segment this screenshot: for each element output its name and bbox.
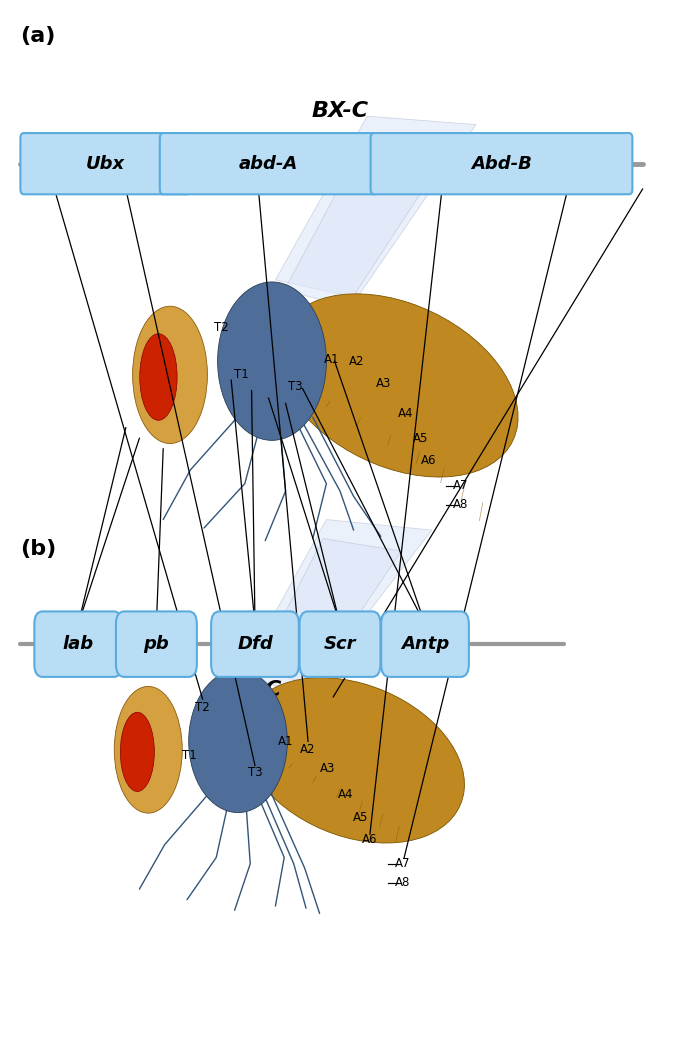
Text: T3: T3 [248, 767, 262, 779]
Polygon shape [275, 116, 476, 298]
Text: A8: A8 [395, 876, 410, 889]
FancyBboxPatch shape [160, 133, 377, 194]
Text: ANT-C: ANT-C [208, 680, 282, 699]
Text: A2: A2 [349, 355, 364, 367]
Text: T1: T1 [234, 369, 249, 381]
FancyBboxPatch shape [299, 611, 381, 677]
Text: A5: A5 [413, 432, 428, 445]
Text: BX-C: BX-C [311, 101, 369, 120]
Text: Ubx: Ubx [86, 154, 125, 173]
Text: A4: A4 [398, 408, 413, 420]
Text: A7: A7 [454, 479, 469, 492]
FancyBboxPatch shape [116, 611, 197, 677]
Text: A7: A7 [395, 857, 410, 870]
Text: A5: A5 [353, 811, 368, 824]
Text: T2: T2 [195, 701, 210, 714]
Text: Dfd: Dfd [237, 635, 273, 654]
Text: Antp: Antp [401, 635, 449, 654]
Text: A4: A4 [338, 788, 353, 800]
Ellipse shape [120, 712, 154, 792]
Ellipse shape [140, 334, 177, 420]
Polygon shape [284, 148, 442, 306]
Text: A6: A6 [362, 833, 377, 846]
Text: A1: A1 [278, 735, 293, 748]
Text: T3: T3 [288, 380, 303, 393]
Text: abd-A: abd-A [239, 154, 299, 173]
Text: A1: A1 [324, 353, 339, 365]
Ellipse shape [114, 686, 182, 813]
Ellipse shape [277, 294, 518, 477]
Ellipse shape [188, 671, 287, 813]
FancyBboxPatch shape [381, 611, 469, 677]
Ellipse shape [243, 678, 464, 843]
Ellipse shape [133, 306, 207, 444]
Text: (b): (b) [20, 539, 56, 559]
Text: Scr: Scr [324, 635, 356, 654]
FancyBboxPatch shape [34, 611, 122, 677]
FancyBboxPatch shape [211, 611, 299, 677]
Text: pb: pb [143, 635, 169, 654]
Text: A8: A8 [454, 498, 469, 511]
FancyBboxPatch shape [371, 133, 632, 194]
Text: T2: T2 [214, 321, 228, 334]
Text: A6: A6 [421, 454, 436, 467]
Polygon shape [245, 520, 432, 684]
Polygon shape [252, 539, 401, 695]
Text: lab: lab [63, 635, 94, 654]
Text: A2: A2 [300, 743, 315, 756]
Ellipse shape [218, 282, 326, 440]
Text: A3: A3 [376, 377, 391, 390]
Text: (a): (a) [20, 26, 56, 46]
Text: T1: T1 [182, 749, 197, 761]
FancyBboxPatch shape [20, 133, 190, 194]
Text: Abd-B: Abd-B [471, 154, 532, 173]
Text: A3: A3 [320, 762, 335, 775]
